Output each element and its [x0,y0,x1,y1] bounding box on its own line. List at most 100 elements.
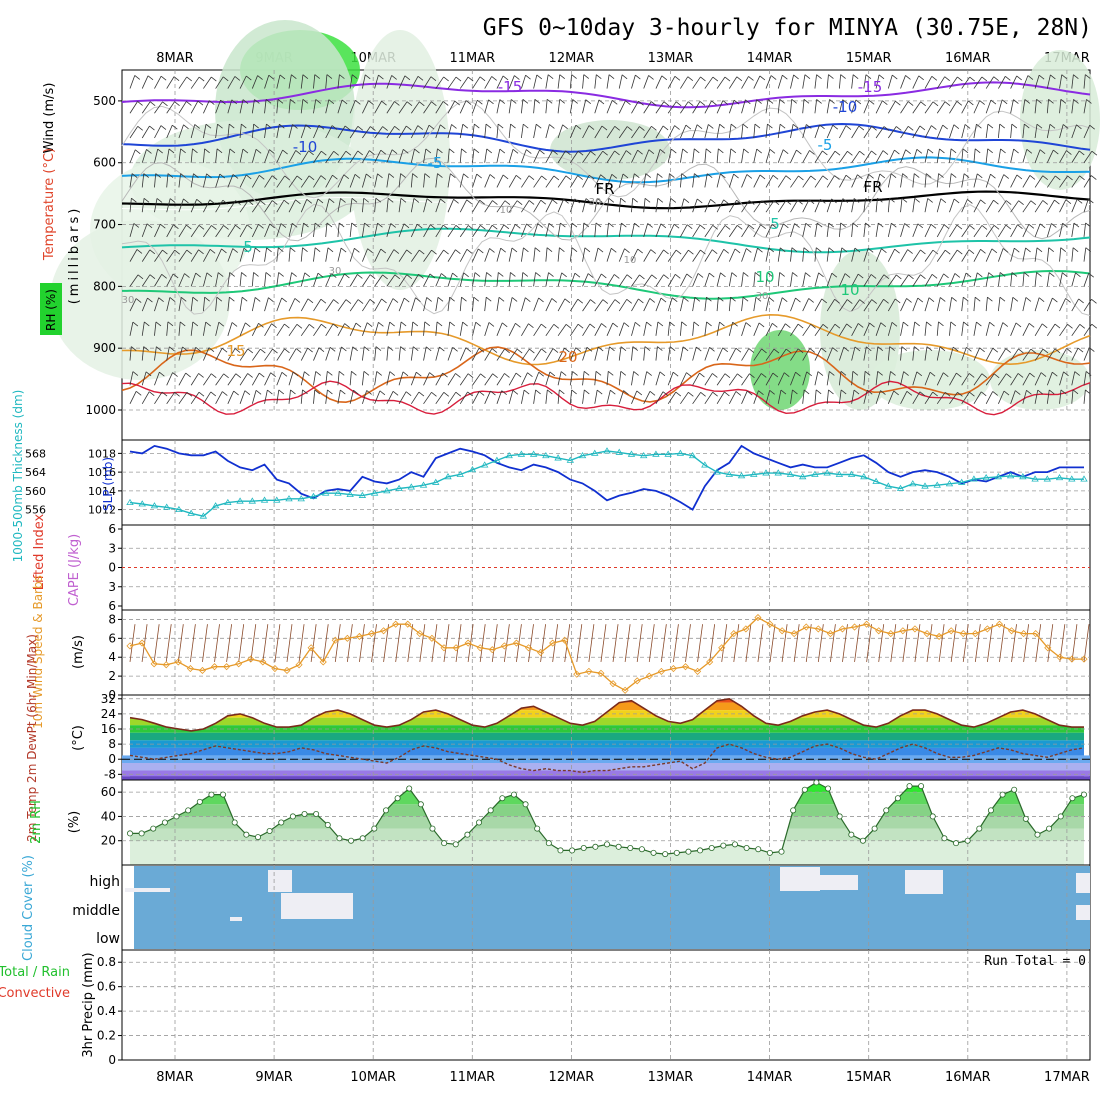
wind-barb [141,371,147,386]
wind-barb [728,200,737,213]
wind-barb-flag [192,148,198,154]
wind-barb-flag [596,74,602,79]
surface-wind-barb [443,624,450,662]
wind-barb [472,272,476,287]
wind-barb-flag [553,175,560,181]
wind-barb [325,99,330,114]
wind-barb [459,249,468,262]
wind-barb [777,323,786,337]
li-tick: 6 [108,522,116,536]
wind-barb-flag [1014,247,1020,253]
wind-barb-flag [969,76,975,82]
wind-barb-flag [829,371,835,376]
wind-barb-flag [173,224,179,229]
wind-barb [680,76,689,89]
isotherm-label: 20 [558,348,577,366]
wind-barb [362,390,368,404]
wind-barb [251,175,260,188]
wind-barb-flag [674,125,680,130]
wind-barb [936,224,945,238]
surface-wind-barb [697,624,703,662]
rh-point [289,813,296,820]
wind-barb-flag [528,323,534,329]
wind-barb-flag [174,101,180,107]
wind-barb [1022,272,1025,287]
wind-barb [459,199,468,213]
wind-barb [557,74,561,89]
rh-point [662,851,669,858]
wind-barb-flag [1075,272,1081,278]
wind-barb [790,175,799,188]
wind-barb [141,321,145,336]
wind-barb-flag [843,346,849,352]
wind-barb [790,124,794,139]
thickness-point [725,470,734,477]
wind-barb [1034,372,1042,386]
wind-barb-flag [503,224,510,230]
temp-band [130,717,1084,726]
wind-barb [239,99,244,114]
wind-barb [1071,389,1074,404]
rh-shade [870,350,990,410]
wind-barb-flag [577,298,584,304]
rh-point [1022,815,1029,822]
wind-barb-flag [974,148,981,154]
rh-point [441,840,448,847]
wind-barb-flag [318,124,325,130]
wind-barb [1034,348,1044,361]
wind-barb-flag [999,272,1006,277]
wind-barb [949,346,954,361]
wind-barb-flag [645,173,651,178]
wind-barb [435,101,444,114]
wind-barb-flag [331,273,337,278]
cloud-patch [1076,905,1090,920]
wind-barb-flag [197,100,204,106]
cloud-patch [780,867,820,891]
wind-barb [227,322,233,336]
precip-tick: 0.4 [97,1004,116,1018]
wind-barb-flag [414,148,420,154]
wind-barb [276,74,281,89]
wind-barb [851,371,854,386]
wind-barb [863,248,869,262]
wind-barb [692,224,701,238]
wind-barb-flag [746,390,753,396]
wind-barb [521,348,530,361]
wind-barb [349,150,359,163]
wind-barb-flag [736,76,743,82]
wind-barb [545,371,551,386]
wind-barb-flag [394,274,401,280]
wind-speed-point [259,658,267,666]
wind-barb [704,347,710,361]
wind-barb-flag [1067,324,1073,329]
wind-barb [936,297,941,312]
top-date-label: 15MAR [846,51,892,66]
wind-barb [264,124,267,139]
wind-barb-flag [169,198,176,203]
wind-barb [447,173,451,188]
wind-barb [777,297,783,312]
wind-barb [887,298,896,312]
wind-barb [521,297,526,312]
wind-barb [753,297,757,312]
wind-barb-flag [797,348,804,354]
wind-barb [276,124,280,139]
wind-barb-flag [307,347,313,353]
wind-speed-point [464,639,472,647]
wind-barb-flag [792,272,798,277]
wind-barb-flag [852,371,859,376]
wind-barb-flag [798,175,804,181]
wind-barb [569,299,579,312]
wind-barb [386,75,393,89]
wind-barb-flag [795,297,801,303]
wind-barb [362,274,371,287]
wind-barb [569,74,572,89]
wind-barb-flag [243,247,250,253]
wind-barb [741,348,750,361]
wind-barb-flag [1013,99,1019,104]
wind-speed-point [367,630,376,638]
wind-barb [618,126,628,139]
wind-barb [386,223,392,238]
wind-barb-flag [172,273,179,279]
wind-barb [887,149,895,163]
